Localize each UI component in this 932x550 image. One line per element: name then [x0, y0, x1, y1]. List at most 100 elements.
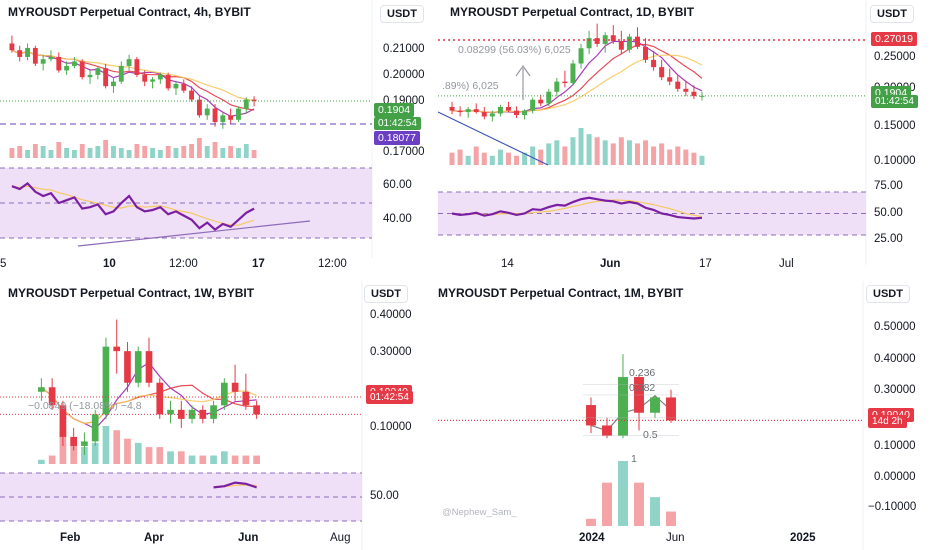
candle-body: [481, 112, 487, 117]
chart-svg-1d[interactable]: [438, 0, 932, 278]
x-tick: 14: [501, 258, 514, 270]
volume-bar: [578, 128, 584, 165]
candle-body: [64, 65, 70, 71]
volume-bar: [59, 430, 67, 464]
fib-label: 0.382: [629, 382, 656, 394]
candle-body: [196, 99, 202, 116]
volume-bar: [675, 146, 681, 165]
chart-panel-4h[interactable]: MYROUSDT Perpetual Contract, 4h, BYBIT U…: [0, 0, 435, 278]
volume-bar: [210, 455, 217, 464]
candle-body: [522, 110, 528, 115]
candle-body: [126, 59, 132, 66]
rsi-line: [213, 481, 257, 489]
candle-body: [514, 110, 520, 115]
candle-body: [142, 74, 148, 82]
countdown-tag: 01:42:54: [366, 391, 413, 404]
chart-panel-1d[interactable]: MYROUSDT Perpetual Contract, 1D, BYBIT U…: [438, 0, 932, 278]
candle-body: [242, 391, 250, 406]
candle-body: [253, 405, 260, 415]
volume-bar: [643, 140, 649, 165]
candle-body: [243, 99, 249, 109]
volume-bar: [243, 144, 249, 158]
volume-bar: [134, 442, 142, 464]
volume-bar: [626, 140, 632, 165]
volume-bar: [102, 426, 110, 464]
currency-button[interactable]: USDT: [364, 285, 408, 303]
chart-svg-4h[interactable]: [0, 0, 435, 278]
measure-annotation: −0.0849 (−18.08%) −4,8: [28, 400, 142, 412]
candle-body: [651, 59, 657, 68]
candle-body: [667, 77, 673, 82]
x-tick: 5: [0, 258, 7, 270]
volume-bar: [189, 144, 195, 158]
chart-title: MYROUSDT Perpetual Contract, 1M, BYBIT: [438, 286, 684, 300]
volume-bar: [150, 148, 155, 158]
volume-bar: [449, 152, 455, 165]
volume-bar: [199, 455, 207, 464]
chart-svg-1w[interactable]: [0, 281, 435, 550]
chart-svg-1m[interactable]: [438, 281, 932, 550]
chart-panel-1w[interactable]: MYROUSDT Perpetual Contract, 1W, BYBIT U…: [0, 281, 435, 550]
volume-bar: [546, 143, 552, 165]
rsi-trendline: [77, 220, 311, 247]
candle-body: [173, 83, 179, 89]
volume-bar: [514, 155, 520, 165]
candle-body: [165, 74, 171, 89]
volume-bar: [497, 149, 503, 165]
currency-button[interactable]: USDT: [380, 5, 424, 23]
candle-body: [699, 95, 705, 97]
x-tick: Jun: [666, 532, 685, 544]
price-tick: 0.17000: [383, 146, 425, 158]
chart-panel-1m[interactable]: MYROUSDT Perpetual Contract, 1M, BYBIT U…: [438, 281, 932, 550]
candle-body: [177, 409, 185, 419]
price-tick: 0.40000: [874, 353, 916, 365]
moving-average-line: [11, 49, 255, 102]
candle-body: [231, 382, 239, 392]
volume-bar: [586, 134, 592, 165]
volume-bar: [81, 447, 88, 464]
volume-bar: [220, 148, 226, 158]
measure-arrow-head: [515, 64, 531, 77]
candle-body: [220, 115, 226, 123]
candle-body: [473, 109, 479, 113]
volume-bar: [251, 150, 257, 158]
volume-bar: [457, 149, 463, 165]
volume-bar: [667, 149, 673, 165]
volume-bar: [236, 148, 241, 158]
candle-body: [236, 108, 241, 120]
candle-body: [675, 81, 681, 89]
moving-average-line: [11, 49, 255, 117]
candle-body: [150, 79, 155, 82]
watermark: @Nephew_Sam_: [442, 507, 517, 518]
candle-body: [32, 47, 38, 64]
volume-bar: [522, 152, 528, 165]
volume-bar: [71, 150, 77, 158]
x-tick: Jul: [779, 258, 794, 270]
candle-body: [465, 109, 471, 113]
volume-bar: [651, 146, 657, 165]
trendline: [438, 111, 549, 166]
candle-body: [157, 74, 163, 80]
volume-bar: [554, 140, 560, 165]
candle-body: [643, 46, 649, 60]
volume-bar: [220, 451, 228, 464]
volume-bar: [538, 149, 544, 165]
price-tick: 0.21000: [383, 43, 425, 55]
candle-body: [251, 99, 257, 101]
currency-button[interactable]: USDT: [866, 285, 910, 303]
rsi-line: [451, 196, 703, 220]
candle-body: [618, 377, 628, 436]
candle-body: [228, 115, 234, 120]
volume-bar: [79, 144, 85, 158]
volume-bar: [38, 459, 45, 464]
candle-body: [102, 346, 110, 415]
candle-body: [554, 81, 560, 92]
volume-bar: [126, 150, 132, 158]
volume-bar: [70, 438, 78, 464]
price-tick: 0.30000: [370, 346, 412, 358]
candle-body: [38, 387, 45, 392]
currency-button[interactable]: USDT: [870, 5, 914, 23]
countdown-tag: 01:42:54: [871, 95, 918, 108]
volume-bar: [666, 511, 676, 526]
chart-title: MYROUSDT Perpetual Contract, 4h, BYBIT: [8, 5, 251, 19]
